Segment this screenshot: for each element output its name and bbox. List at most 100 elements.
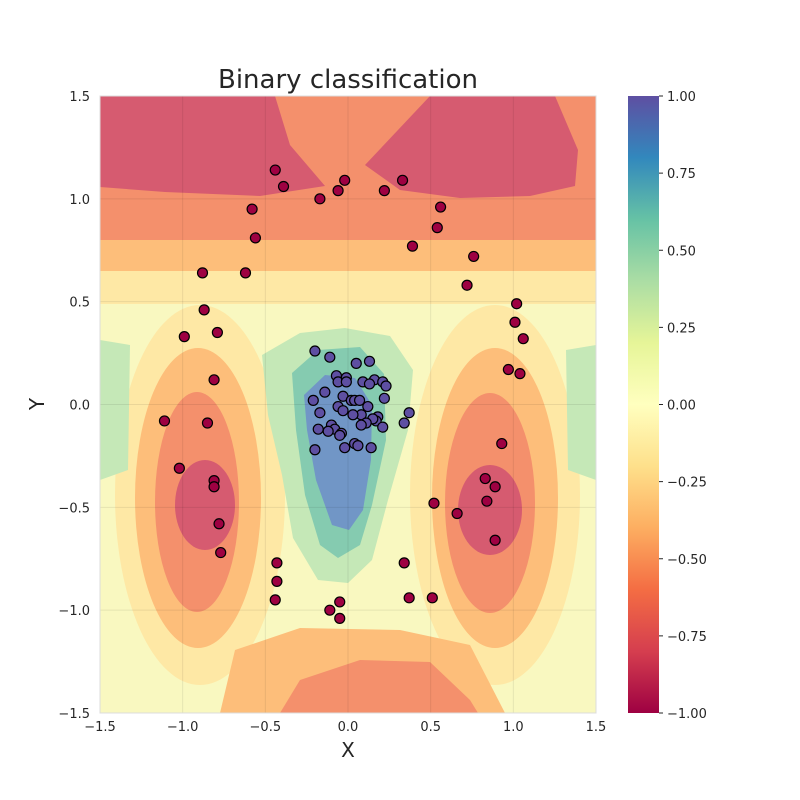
y-tick-labels: −1.5 −1.0 −0.5 0.0 0.5 1.0 1.5 (58, 90, 90, 722)
point-class-negative (378, 185, 390, 197)
point-class-positive (350, 357, 362, 369)
point-class-positive (340, 376, 352, 388)
point-class-negative (426, 592, 438, 604)
point-class-positive (353, 394, 366, 406)
point-class-negative (514, 368, 526, 380)
point-class-negative (173, 462, 185, 474)
point-class-positive (363, 355, 376, 367)
point-class-negative (451, 507, 463, 520)
point-class-negative (334, 612, 346, 624)
point-class-positive (352, 440, 364, 452)
x-tick-labels: −1.5 −1.0 −0.5 0.0 0.5 1.0 1.5 (84, 720, 606, 735)
point-class-negative (246, 203, 258, 215)
y-tick-label: 0.5 (69, 296, 90, 311)
point-class-negative (269, 594, 281, 606)
chart-title: Binary classification (218, 65, 478, 95)
plot-frame (99, 95, 597, 714)
point-class-positive (309, 444, 321, 456)
point-class-negative (434, 201, 447, 213)
point-class-negative (428, 497, 440, 509)
point-class-positive (355, 419, 367, 431)
point-class-negative (396, 174, 409, 186)
point-class-negative (403, 592, 415, 604)
point-class-negative (211, 326, 223, 339)
point-class-negative (196, 267, 209, 279)
point-class-negative (324, 604, 336, 616)
point-class-positive (378, 392, 390, 404)
point-class-positive (319, 386, 331, 398)
point-class-positive (314, 407, 326, 419)
point-class-positive (403, 407, 415, 419)
x-axis-label: X (341, 738, 355, 762)
point-class-negative (213, 518, 225, 530)
y-tick-label: 0.0 (69, 399, 90, 414)
point-class-negative (406, 240, 419, 252)
point-class-negative (398, 557, 410, 569)
point-class-negative (431, 222, 443, 234)
point-class-negative (158, 415, 171, 427)
colorbar-tick-label: −1.00 (667, 707, 707, 722)
point-class-positive (309, 345, 321, 357)
point-class-negative (277, 180, 290, 193)
point-class-negative (178, 331, 190, 343)
point-class-negative (517, 333, 529, 345)
point-class-negative (269, 164, 281, 176)
point-class-negative (496, 437, 508, 450)
point-class-positive (337, 405, 349, 417)
point-class-positive (398, 417, 410, 429)
point-class-positive (334, 429, 346, 441)
colorbar-tick-labels: −1.00 −0.75 −0.50 −0.25 0.00 0.25 0.50 0.75 1.00 (659, 90, 707, 722)
point-class-positive (347, 409, 359, 421)
point-class-negative (239, 267, 252, 279)
colorbar-tick-label: 0.50 (667, 244, 696, 259)
point-class-positive (322, 425, 334, 437)
y-axis-label: Y (25, 397, 49, 411)
y-tick-label: 1.0 (69, 193, 90, 208)
y-tick-label: −0.5 (58, 501, 90, 516)
point-class-negative (489, 534, 501, 546)
colorbar-tick-label: −0.25 (667, 476, 707, 491)
colorbar (628, 96, 659, 713)
point-class-negative (479, 472, 491, 485)
colorbar-tick-label: 1.00 (667, 90, 696, 105)
point-class-positive (324, 351, 336, 363)
point-class-positive (307, 394, 319, 406)
point-class-negative (215, 546, 227, 559)
x-tick-label: −1.5 (84, 720, 116, 735)
colorbar-tick-label: 0.00 (667, 399, 696, 414)
point-class-negative (509, 316, 521, 328)
point-class-negative (201, 417, 214, 429)
point-class-positive (312, 423, 324, 435)
point-class-positive (377, 421, 389, 433)
point-class-negative (334, 596, 346, 608)
point-class-negative (314, 193, 326, 205)
colorbar-tick-label: −0.50 (667, 553, 707, 568)
point-class-positive (365, 442, 377, 454)
point-class-negative (481, 495, 493, 507)
x-tick-label: −0.5 (250, 720, 282, 735)
point-class-negative (208, 481, 220, 493)
colorbar-tick-label: 0.75 (667, 167, 696, 182)
point-class-negative (489, 481, 501, 493)
point-class-negative (198, 304, 210, 316)
point-class-positive (339, 442, 351, 454)
y-tick-label: −1.5 (58, 707, 90, 722)
colorbar-tick-label: 0.25 (667, 321, 696, 336)
y-tick-label: 1.5 (69, 90, 90, 105)
x-tick-label: −1.0 (167, 720, 199, 735)
point-class-positive (363, 378, 376, 390)
colorbar-tick-label: −0.75 (667, 630, 707, 645)
x-tick-label: 1.0 (503, 720, 524, 735)
point-class-negative (468, 250, 480, 263)
y-tick-label: −1.0 (58, 604, 90, 619)
point-class-negative (271, 557, 283, 569)
point-class-negative (332, 185, 344, 197)
point-class-negative (339, 174, 351, 186)
point-class-negative (249, 232, 262, 244)
point-class-negative (271, 575, 283, 587)
point-class-negative (208, 374, 220, 386)
point-class-negative (461, 279, 473, 291)
scatter-points (158, 164, 529, 624)
point-class-positive (362, 400, 374, 413)
